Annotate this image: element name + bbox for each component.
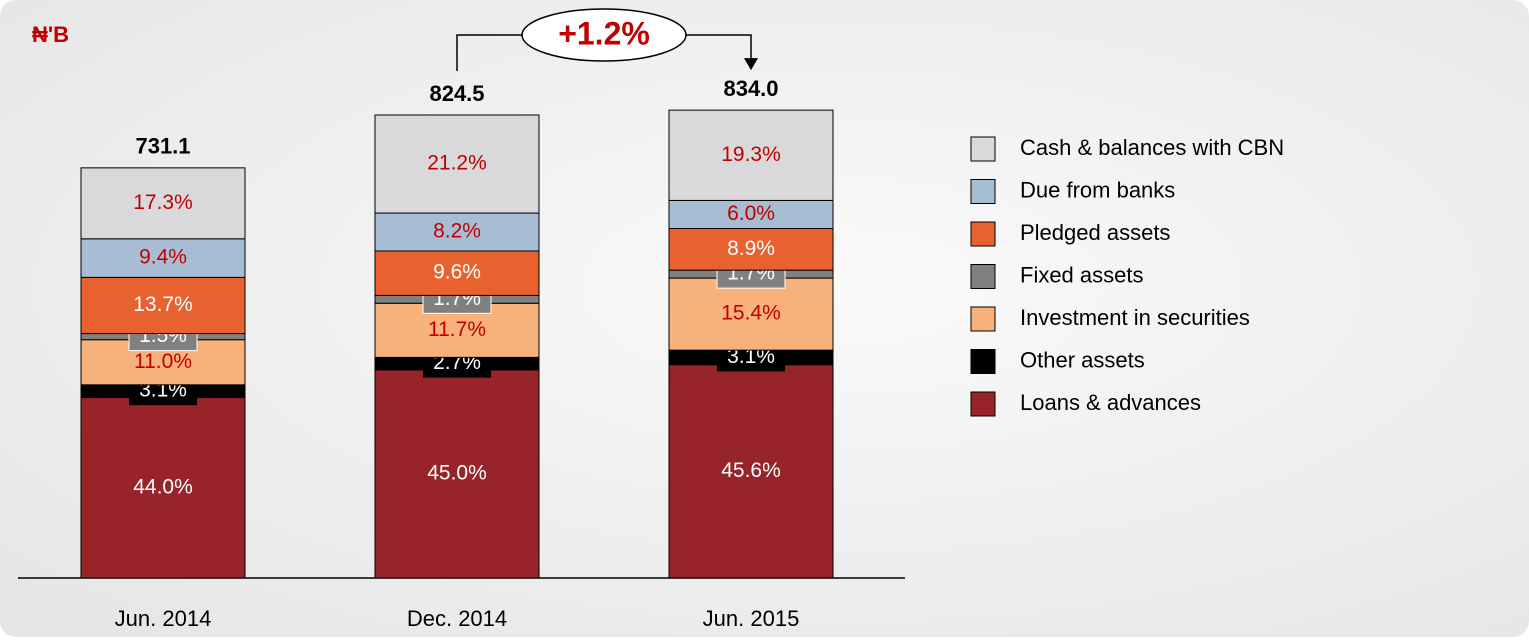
value-label: 21.2% <box>427 152 487 175</box>
bar-segment <box>668 109 834 201</box>
bar-segment <box>80 238 246 278</box>
annotation: +1.2% <box>558 15 650 51</box>
total-label: 731.1 <box>135 134 190 159</box>
bar-segment <box>374 250 540 296</box>
legend-swatch <box>970 136 996 162</box>
legend-label: Pledged assets <box>1020 220 1170 245</box>
total-label: 834.0 <box>723 76 778 101</box>
legend-label: Other assets <box>1020 347 1145 372</box>
legend-swatch <box>970 221 996 247</box>
legend-label: Fixed assets <box>1020 262 1144 287</box>
value-label: 6.0% <box>727 202 775 225</box>
bar-segment <box>668 364 834 579</box>
bar-segment <box>374 369 540 579</box>
value-label: 9.4% <box>139 246 187 269</box>
legend-label: Investment in securities <box>1020 305 1250 330</box>
value-label: 9.6% <box>433 261 481 284</box>
bar-segment <box>374 114 540 214</box>
legend-swatch <box>970 306 996 332</box>
value-label: 11.7% <box>428 318 486 341</box>
unit-label: ₦'B <box>32 22 69 47</box>
value-label: 8.9% <box>727 237 775 260</box>
x-tick-label: Jun. 2014 <box>115 606 212 631</box>
legend-swatch <box>970 179 996 204</box>
x-tick-label: Jun. 2015 <box>703 606 800 631</box>
legend-swatch <box>970 391 996 417</box>
arrow-head <box>744 58 758 71</box>
value-label: 19.3% <box>721 143 781 166</box>
value-label: 15.4% <box>721 302 781 325</box>
x-tick-label: Dec. 2014 <box>407 606 507 631</box>
value-label: 17.3% <box>133 191 193 214</box>
value-label: 3.1% <box>727 345 775 368</box>
value-label: 45.0% <box>427 461 487 484</box>
total-label: 824.5 <box>429 81 484 106</box>
legend-label: Loans & advances <box>1020 390 1201 415</box>
value-label: 11.0% <box>134 350 192 373</box>
bar-segment <box>668 277 834 351</box>
bar-segment <box>374 212 540 252</box>
value-label: 45.6% <box>721 459 781 482</box>
legend-label: Due from banks <box>1020 177 1175 202</box>
value-label: 8.2% <box>433 220 481 243</box>
bar-segment <box>80 397 246 579</box>
value-label: 13.7% <box>133 293 193 316</box>
legend-swatch <box>970 349 996 374</box>
annotation-oval <box>521 8 687 62</box>
legend-swatch <box>970 264 996 289</box>
legend-label: Cash & balances with CBN <box>1020 135 1284 160</box>
bar-segment <box>80 167 246 240</box>
value-label: 44.0% <box>133 475 193 498</box>
